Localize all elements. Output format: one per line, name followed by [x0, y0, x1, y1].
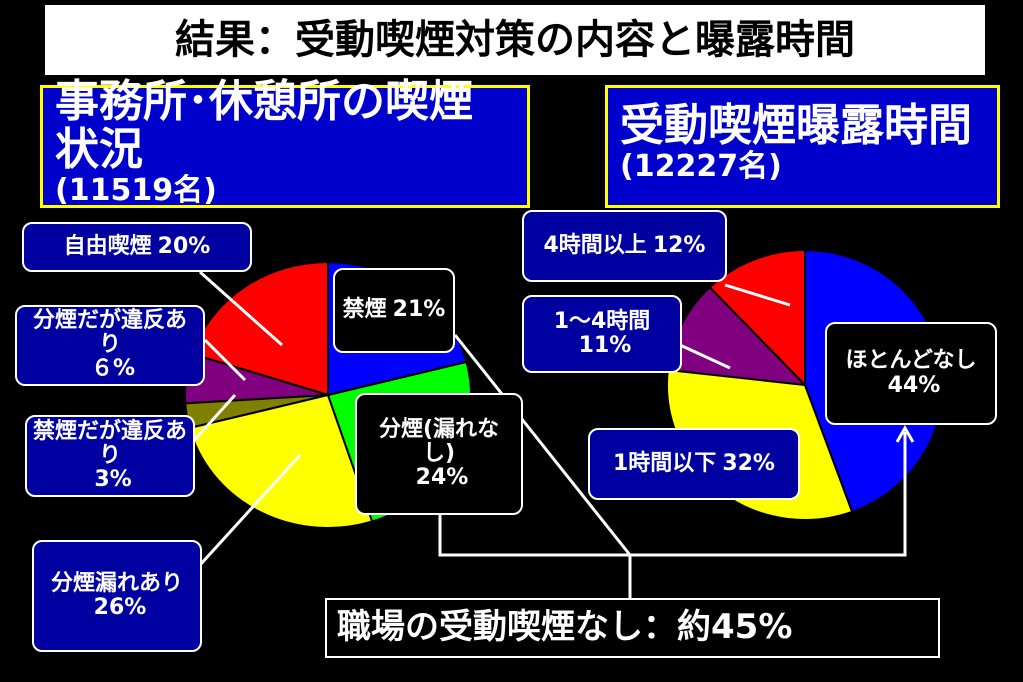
value-label: 24%: [415, 465, 469, 491]
value-label: 20%: [157, 233, 211, 259]
category-label: 分煙漏れあり: [50, 570, 183, 596]
value-label: 21%: [392, 297, 446, 323]
slice-label: 禁煙だが違反あり 3%: [25, 415, 195, 497]
value-label: 11%: [578, 333, 632, 358]
category-label: 4時間以上: [543, 232, 647, 258]
slice-label: 1～4時間 11%: [522, 295, 682, 373]
slice-label: 1時間以下 32%: [588, 428, 800, 500]
chart-title: 受動喫煙曝露時間: [620, 99, 972, 151]
chart-heading: 事務所･休憩所の喫煙状況 (11519名): [40, 77, 530, 208]
slice-label: 分煙(漏れなし) 24%: [355, 393, 523, 515]
category-label: 自由喫煙: [63, 233, 152, 259]
category-label: 1時間以下: [613, 450, 717, 476]
value-label: 44%: [887, 372, 941, 398]
pie-slice: [188, 393, 374, 529]
chart-subtitle: (12227名): [620, 149, 782, 185]
note: 職場の受動喫煙なし：約45%: [325, 598, 940, 658]
value-label: 32%: [722, 450, 775, 476]
category-label: 1～4時間: [553, 308, 651, 334]
chart-heading: 受動喫煙曝露時間 (12227名): [605, 85, 1000, 208]
slice-label: 4時間以上 12%: [522, 210, 727, 282]
slice-label: 分煙だが違反あり ６%: [15, 305, 205, 386]
chart-title: 事務所･休憩所の喫煙状況: [55, 75, 473, 175]
slice-label: 自由喫煙 20%: [22, 222, 252, 272]
slice-label: 禁煙 21%: [333, 268, 455, 353]
value-label: 12%: [652, 232, 706, 258]
value-label: ６%: [90, 356, 136, 382]
value-label: 26%: [93, 595, 147, 620]
category-label: 禁煙: [342, 297, 387, 323]
category-label: 禁煙だが違反あり: [33, 418, 188, 468]
category-label: ほとんどなし: [845, 348, 977, 374]
slice-label: 分煙漏れあり 26%: [32, 540, 202, 652]
pie-slice: [708, 248, 806, 388]
category-label: 分煙(漏れなし): [378, 416, 500, 466]
value-label: 3%: [94, 467, 132, 493]
connectors: [188, 270, 915, 600]
slice-label: ほとんどなし 44%: [825, 322, 997, 425]
chart-subtitle: (11519名): [55, 173, 217, 209]
slide-title: 結果：受動喫煙対策の内容と曝露時間: [45, 5, 985, 75]
category-label: 分煙だが違反あり: [32, 308, 187, 358]
